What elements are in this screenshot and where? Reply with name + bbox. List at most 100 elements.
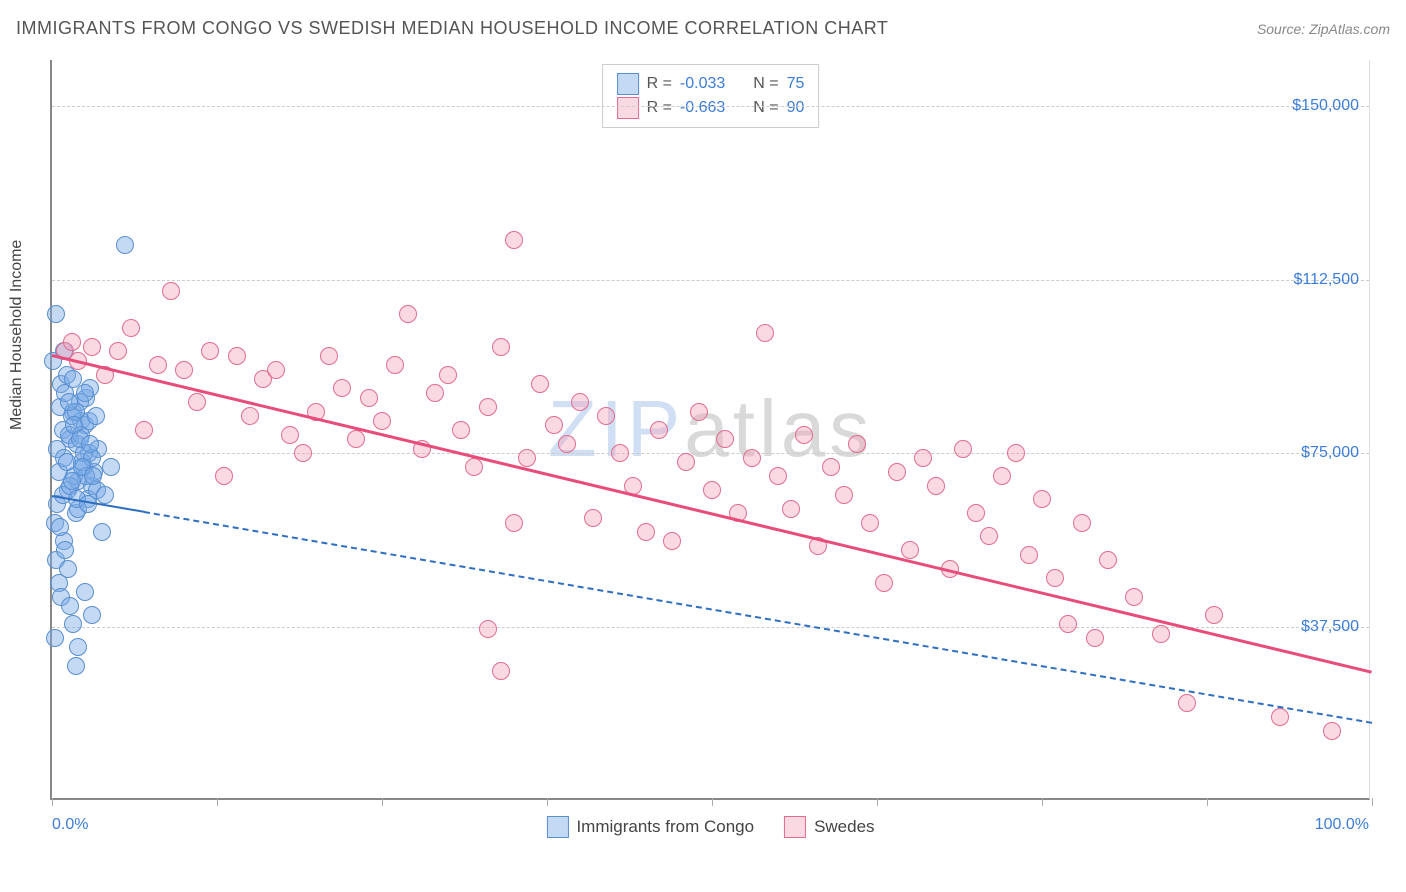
scatter-point xyxy=(584,509,602,527)
scatter-point xyxy=(479,398,497,416)
scatter-point xyxy=(1271,708,1289,726)
scatter-point xyxy=(1046,569,1064,587)
scatter-point xyxy=(795,426,813,444)
gridline-horizontal xyxy=(52,106,1369,107)
scatter-point xyxy=(1033,490,1051,508)
scatter-point xyxy=(835,486,853,504)
r-value: -0.663 xyxy=(680,99,725,117)
scatter-point xyxy=(439,366,457,384)
scatter-point xyxy=(954,440,972,458)
scatter-point xyxy=(228,347,246,365)
scatter-point xyxy=(1086,629,1104,647)
scatter-point xyxy=(122,319,140,337)
scatter-point xyxy=(60,393,78,411)
scatter-point xyxy=(637,523,655,541)
scatter-point xyxy=(59,560,77,578)
source-name: ZipAtlas.com xyxy=(1309,21,1390,37)
scatter-point xyxy=(47,305,65,323)
scatter-point xyxy=(83,338,101,356)
gridline-horizontal xyxy=(52,627,1369,628)
scatter-point xyxy=(980,527,998,545)
scatter-point xyxy=(81,435,99,453)
legend-stats-row: R = -0.033N = 75 xyxy=(617,73,805,95)
source-prefix: Source: xyxy=(1257,21,1309,37)
r-label: R = xyxy=(647,99,672,117)
scatter-point xyxy=(386,356,404,374)
chart-title: IMMIGRANTS FROM CONGO VS SWEDISH MEDIAN … xyxy=(16,18,888,39)
scatter-point xyxy=(888,463,906,481)
n-label: N = xyxy=(753,99,778,117)
scatter-point xyxy=(1073,514,1091,532)
scatter-point xyxy=(67,657,85,675)
scatter-point xyxy=(69,638,87,656)
x-tick-label: 100.0% xyxy=(1315,816,1369,834)
scatter-point xyxy=(452,421,470,439)
scatter-point xyxy=(76,583,94,601)
scatter-point xyxy=(1099,551,1117,569)
y-tick-label: $112,500 xyxy=(1293,271,1359,289)
x-tick xyxy=(1042,798,1043,806)
scatter-point xyxy=(135,421,153,439)
scatter-point xyxy=(531,375,549,393)
scatter-point xyxy=(861,514,879,532)
scatter-point xyxy=(875,574,893,592)
y-axis-title: Median Household Income xyxy=(8,240,26,430)
scatter-point xyxy=(83,606,101,624)
scatter-point xyxy=(690,403,708,421)
scatter-point xyxy=(597,407,615,425)
y-tick-label: $75,000 xyxy=(1301,444,1359,462)
scatter-point xyxy=(333,379,351,397)
scatter-point xyxy=(294,444,312,462)
x-tick xyxy=(547,798,548,806)
scatter-point xyxy=(914,449,932,467)
scatter-point xyxy=(492,338,510,356)
x-tick xyxy=(1372,798,1373,806)
scatter-point xyxy=(215,467,233,485)
legend-series-item: Swedes xyxy=(784,816,874,838)
scatter-point xyxy=(927,477,945,495)
scatter-point xyxy=(1152,625,1170,643)
scatter-point xyxy=(1125,588,1143,606)
scatter-point xyxy=(241,407,259,425)
legend-swatch xyxy=(617,73,639,95)
x-tick xyxy=(1207,798,1208,806)
trend-line xyxy=(144,511,1372,724)
scatter-point xyxy=(650,421,668,439)
scatter-point xyxy=(822,458,840,476)
scatter-point xyxy=(1323,722,1341,740)
scatter-point xyxy=(769,467,787,485)
scatter-point xyxy=(703,481,721,499)
scatter-point xyxy=(848,435,866,453)
gridline-horizontal xyxy=(52,280,1369,281)
scatter-point xyxy=(109,342,127,360)
n-label: N = xyxy=(753,75,778,93)
scatter-point xyxy=(663,532,681,550)
legend-series: Immigrants from Congo Swedes xyxy=(546,816,874,838)
scatter-point xyxy=(281,426,299,444)
x-tick xyxy=(382,798,383,806)
scatter-point xyxy=(1178,694,1196,712)
scatter-point xyxy=(347,430,365,448)
scatter-point xyxy=(465,458,483,476)
scatter-point xyxy=(505,231,523,249)
scatter-point xyxy=(756,324,774,342)
legend-series-item: Immigrants from Congo xyxy=(546,816,754,838)
legend-series-label: Immigrants from Congo xyxy=(576,817,754,837)
scatter-point xyxy=(149,356,167,374)
scatter-point xyxy=(63,333,81,351)
scatter-point xyxy=(479,620,497,638)
scatter-point xyxy=(558,435,576,453)
r-label: R = xyxy=(647,75,672,93)
scatter-point xyxy=(373,412,391,430)
scatter-point xyxy=(116,236,134,254)
scatter-point xyxy=(505,514,523,532)
scatter-point xyxy=(360,389,378,407)
gridline-horizontal xyxy=(52,453,1369,454)
scatter-point xyxy=(426,384,444,402)
scatter-point xyxy=(611,444,629,462)
scatter-point xyxy=(518,449,536,467)
x-tick xyxy=(712,798,713,806)
legend-swatch xyxy=(617,97,639,119)
watermark-atlas: atlas xyxy=(684,384,873,473)
scatter-point xyxy=(76,384,94,402)
